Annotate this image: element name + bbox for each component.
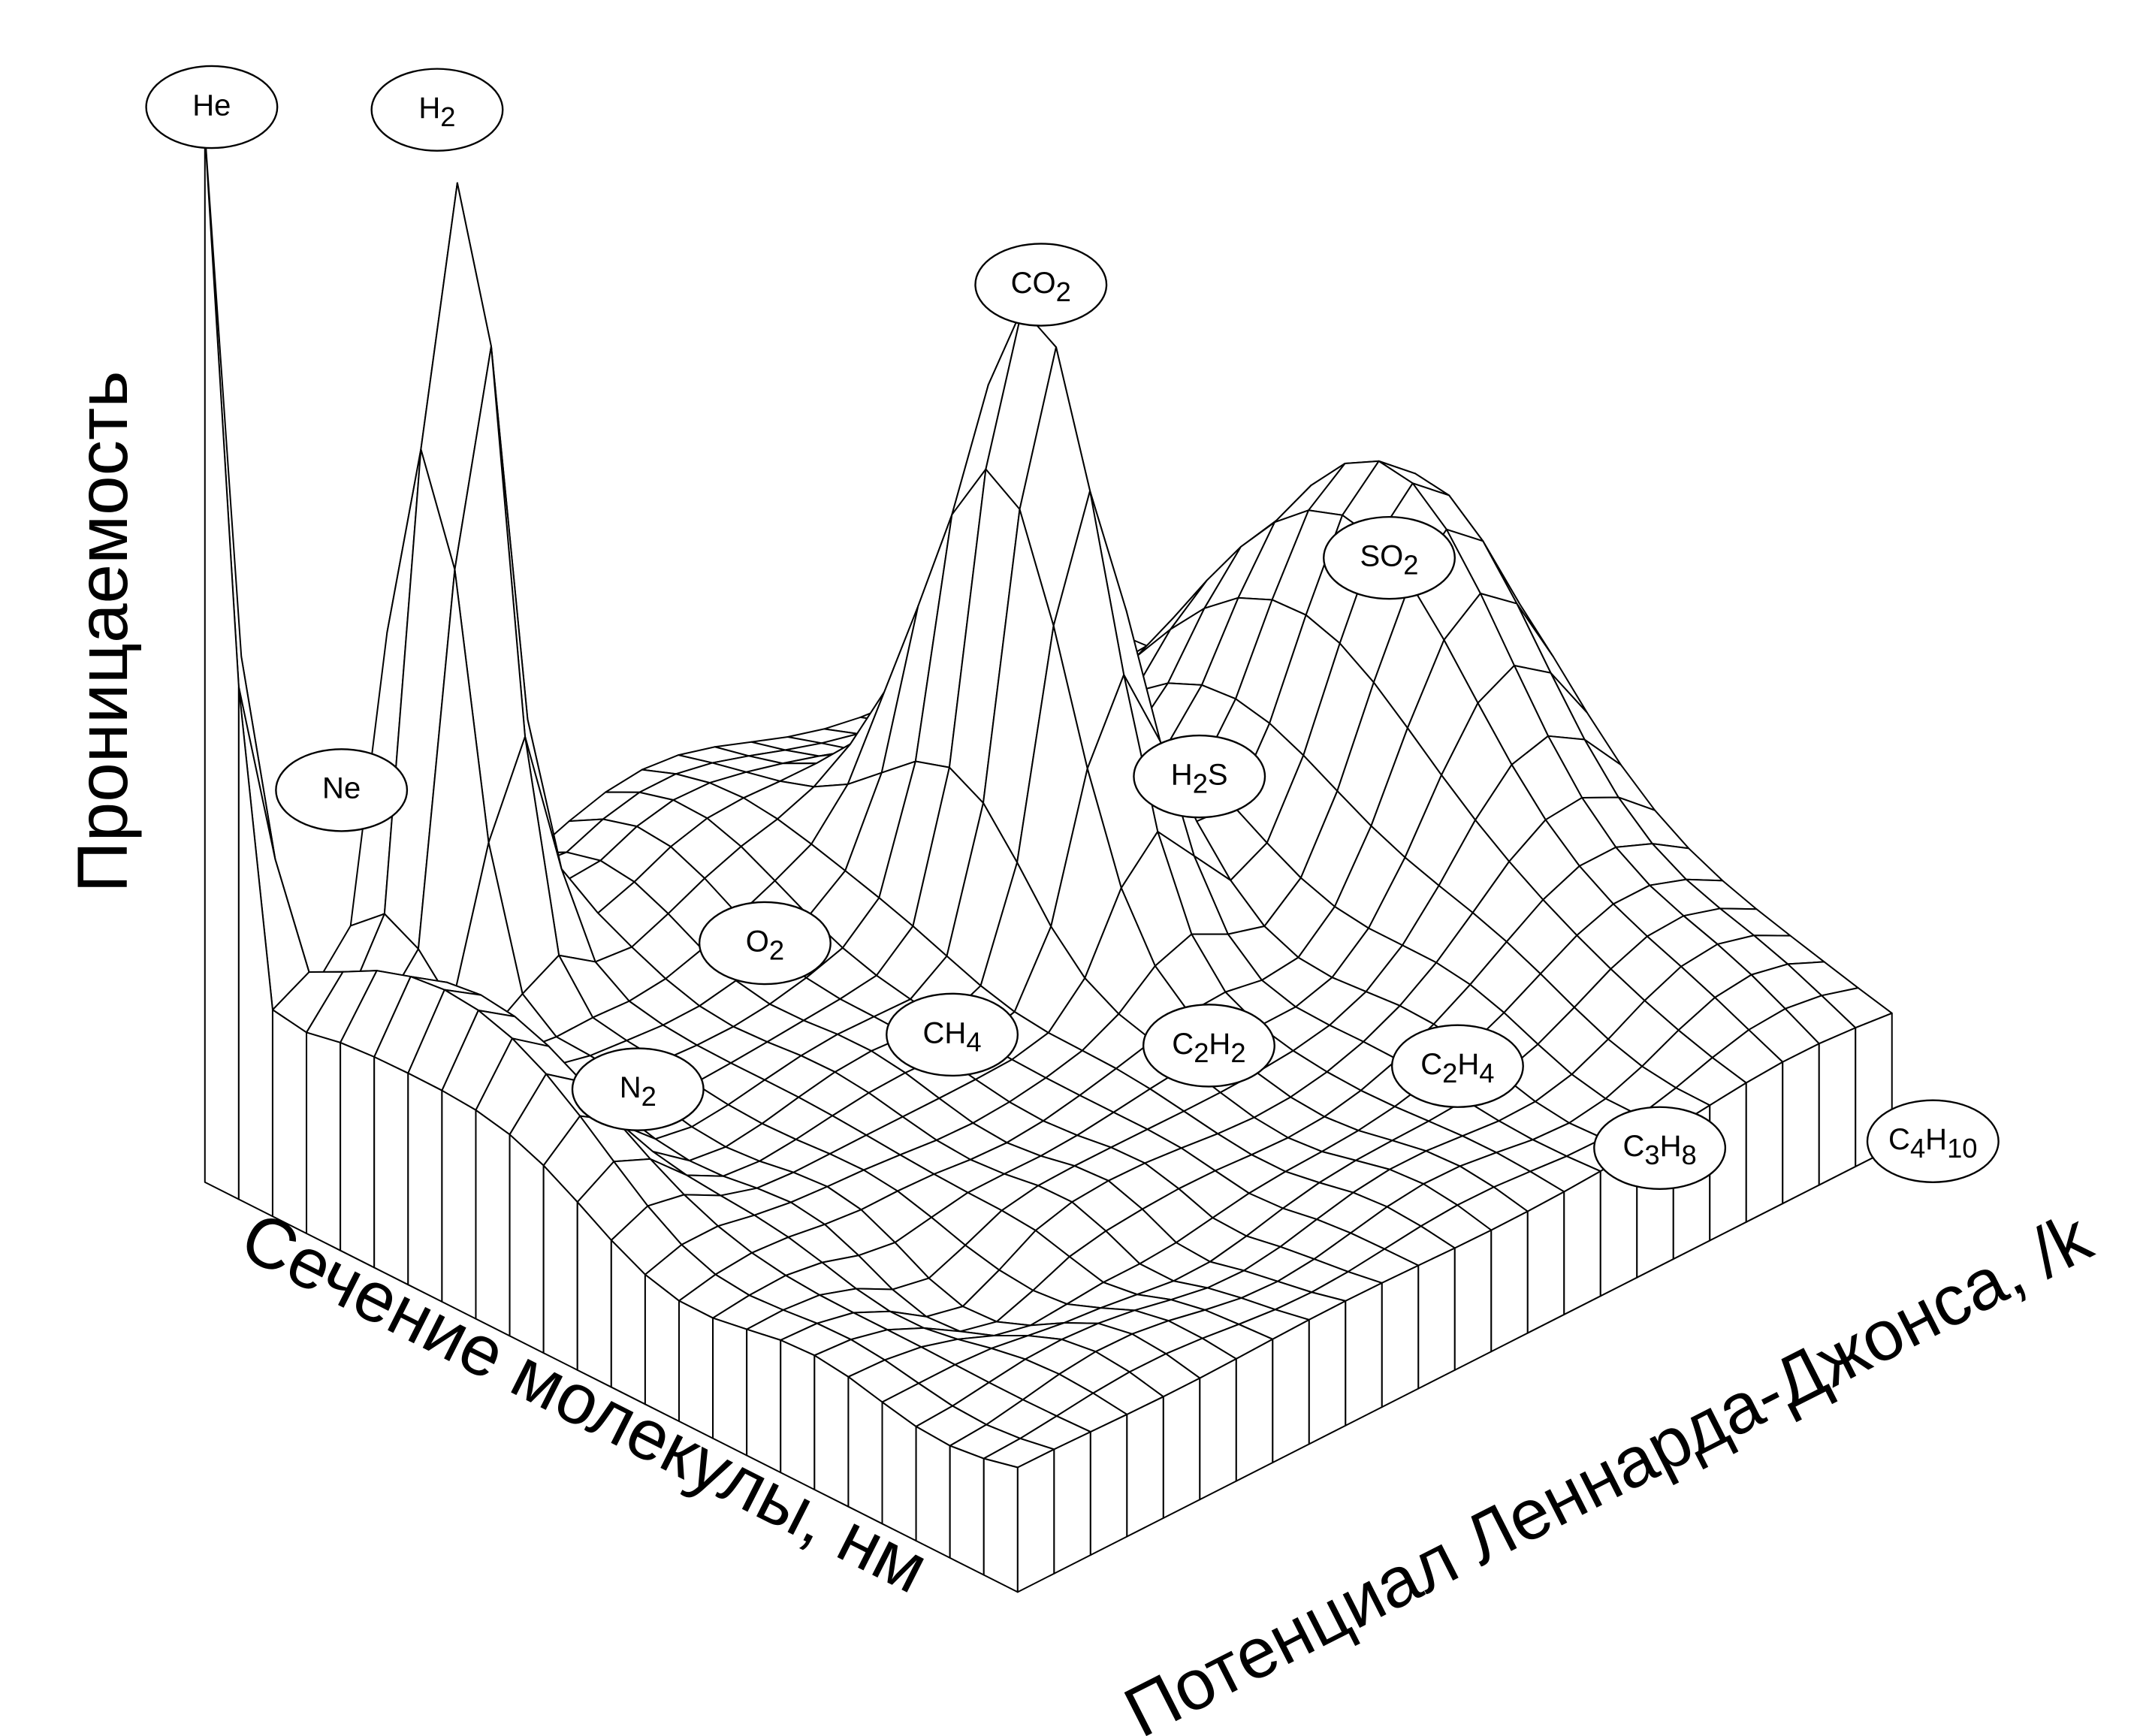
peak-ellipse xyxy=(1142,1004,1275,1088)
subscript: 2 xyxy=(440,101,455,132)
formula-part: O xyxy=(746,925,769,958)
peak-ellipse xyxy=(1593,1106,1727,1191)
right-wall-strip xyxy=(1126,1396,1164,1538)
left-wall-strip xyxy=(475,1109,511,1337)
left-wall-strip xyxy=(204,131,240,1200)
formula-part: C xyxy=(1172,1028,1194,1061)
peak-ellipse xyxy=(275,748,409,832)
formula-part: S xyxy=(1208,759,1228,792)
formula-part: H xyxy=(1209,1028,1230,1061)
formula-part: H xyxy=(1457,1048,1479,1081)
right-wall-strip xyxy=(1199,1357,1237,1501)
subscript: 3 xyxy=(1644,1140,1659,1170)
subscript: 2 xyxy=(1230,1037,1245,1068)
subscript: 10 xyxy=(1947,1133,1977,1164)
right-wall-strip xyxy=(1526,1191,1565,1334)
peak-ellipse xyxy=(1866,1099,2000,1183)
peak-ellipse xyxy=(370,68,504,152)
peak-ellipse xyxy=(698,901,832,986)
left-wall-strip xyxy=(340,1041,376,1269)
peak-label: Ne xyxy=(322,772,361,805)
right-wall-strip xyxy=(1162,1377,1201,1519)
formula-part: SO xyxy=(1360,540,1403,573)
left-wall-strip xyxy=(441,1089,477,1320)
formula-part: H xyxy=(1660,1130,1682,1163)
right-wall-strip xyxy=(1053,1431,1091,1574)
right-wall-strip xyxy=(1235,1338,1274,1482)
peak-ellipse xyxy=(1390,1024,1524,1108)
subscript: 4 xyxy=(966,1026,981,1057)
subscript: 8 xyxy=(1681,1140,1696,1170)
right-wall-strip xyxy=(1381,1264,1420,1408)
peak-label: C2H2 xyxy=(1172,1028,1245,1068)
right-wall-strip xyxy=(1089,1413,1128,1556)
formula-part: H xyxy=(418,92,440,125)
formula-part: C xyxy=(1622,1130,1644,1163)
peak-label: N2 xyxy=(620,1071,657,1112)
formula-part: Ne xyxy=(322,772,361,805)
right-wall-strip xyxy=(1417,1247,1456,1390)
right-wall-strip xyxy=(1345,1282,1383,1427)
formula-part: He xyxy=(192,89,231,122)
peak-ellipse xyxy=(1133,734,1266,819)
subscript: 2 xyxy=(641,1081,657,1112)
subscript: 2 xyxy=(1403,549,1418,580)
right-wall-strip xyxy=(1745,1061,1784,1223)
subscript: 4 xyxy=(1479,1058,1494,1088)
formula-part: C xyxy=(1420,1048,1442,1081)
peak-ellipse xyxy=(571,1047,705,1131)
formula-part: C xyxy=(1888,1123,1910,1156)
peak-label: SO2 xyxy=(1360,540,1418,581)
left-wall-strip xyxy=(373,1056,409,1286)
left-wall-strip xyxy=(949,1445,985,1576)
formula-part: CO xyxy=(1011,267,1056,300)
right-wall-strip xyxy=(1490,1210,1529,1353)
peak-label: C4H10 xyxy=(1888,1123,1977,1164)
formula-part: CH xyxy=(923,1016,967,1049)
right-wall-strip xyxy=(1308,1300,1347,1445)
left-wall-strip xyxy=(982,1457,1019,1593)
subscript: 2 xyxy=(1056,276,1071,307)
subscript: 2 xyxy=(1194,1037,1209,1068)
right-wall-strip xyxy=(1782,1043,1820,1205)
right-wall-strip xyxy=(1272,1318,1310,1463)
formula-part: H xyxy=(1171,759,1193,792)
right-wall-strip xyxy=(1818,1027,1857,1186)
peak-label: CO2 xyxy=(1011,267,1071,307)
formula-part: N xyxy=(620,1071,641,1104)
subscript: 4 xyxy=(1910,1133,1925,1164)
peak-ellipse xyxy=(974,243,1108,327)
peak-label: He xyxy=(192,89,231,122)
peak-label: CH4 xyxy=(923,1016,982,1057)
subscript: 2 xyxy=(1442,1058,1457,1088)
peak-label: C2H4 xyxy=(1420,1048,1494,1088)
z-axis-label: Проницаемость xyxy=(63,370,143,892)
peak-ellipse xyxy=(886,992,1019,1077)
subscript: 2 xyxy=(1193,768,1208,799)
peak-ellipse xyxy=(145,65,279,149)
left-wall-strip xyxy=(407,1072,443,1303)
left-wall-strip xyxy=(509,1134,545,1354)
right-wall-strip xyxy=(1016,1448,1055,1593)
peak-ellipse xyxy=(1323,515,1456,600)
peak-label: H2S xyxy=(1171,759,1228,799)
left-wall-strip xyxy=(306,1031,342,1251)
subscript: 2 xyxy=(769,934,784,965)
right-wall-strip xyxy=(1563,1170,1601,1315)
right-wall-strip xyxy=(1453,1229,1493,1371)
peak-label: C3H8 xyxy=(1622,1130,1696,1170)
left-wall-strip xyxy=(271,1009,308,1234)
formula-part: H xyxy=(1925,1123,1947,1156)
peak-label: H2 xyxy=(418,92,455,132)
peak-label: O2 xyxy=(746,925,784,965)
